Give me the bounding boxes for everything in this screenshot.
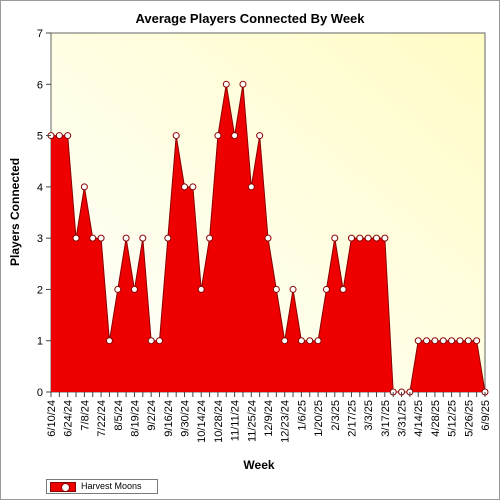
x-tick-label: 8/19/24 (129, 400, 141, 437)
data-point (89, 234, 97, 242)
y-tick-label: 7 (37, 28, 43, 40)
data-point (456, 337, 464, 345)
x-tick-label: 6/9/25 (480, 400, 492, 431)
x-tick-label: 5/26/25 (463, 400, 475, 437)
y-tick-label: 4 (37, 182, 43, 194)
data-point (314, 337, 322, 345)
y-tick-label: 1 (37, 336, 43, 348)
data-point (473, 337, 481, 345)
x-tick-label: 9/16/24 (163, 400, 175, 437)
y-tick-label: 6 (37, 79, 43, 91)
x-tick-label: 6/24/24 (63, 400, 75, 437)
x-tick-label: 1/6/25 (296, 400, 308, 431)
data-point (97, 234, 105, 242)
y-tick-label: 2 (37, 284, 43, 296)
data-point (147, 337, 155, 345)
data-point (439, 337, 447, 345)
data-point (356, 234, 364, 242)
x-tick-label: 2/3/25 (330, 400, 342, 431)
x-tick-label: 10/14/24 (196, 400, 208, 443)
data-point (231, 132, 239, 140)
data-point (156, 337, 163, 345)
y-tick-label: 0 (37, 387, 43, 399)
x-tick-label: 12/9/24 (263, 400, 275, 437)
data-point (264, 234, 272, 242)
data-point (130, 285, 138, 293)
data-point (272, 285, 280, 293)
y-axis-label: Players Connected (8, 158, 22, 266)
data-point (381, 234, 389, 242)
x-tick-label: 4/14/25 (413, 400, 425, 437)
data-point (214, 132, 222, 140)
data-point (222, 80, 230, 88)
data-point (139, 234, 147, 242)
y-tick-label: 3 (37, 233, 43, 245)
data-point (289, 285, 297, 293)
data-point (281, 337, 289, 345)
data-point (64, 132, 72, 140)
data-point (55, 132, 63, 140)
data-point (322, 285, 330, 293)
data-point (448, 337, 456, 345)
legend: Harvest Moons (46, 479, 158, 494)
data-point (423, 337, 431, 345)
x-axis-label: Week (243, 458, 274, 472)
x-tick-label: 8/5/24 (113, 400, 125, 431)
data-point (256, 132, 264, 140)
x-tick-label: 3/17/25 (380, 400, 392, 437)
x-tick-label: 7/22/24 (96, 400, 108, 437)
data-point (172, 132, 180, 140)
x-tick-label: 3/3/25 (363, 400, 375, 431)
data-point (72, 234, 80, 242)
data-point (306, 337, 314, 345)
legend-marker (61, 483, 70, 492)
x-tick-label: 1/20/25 (313, 400, 325, 437)
x-tick-label: 4/28/25 (430, 400, 442, 437)
x-tick-label: 9/2/24 (146, 400, 158, 431)
data-point (347, 234, 355, 242)
data-point (105, 337, 113, 345)
x-tick-label: 10/28/24 (213, 400, 225, 443)
x-tick-label: 11/11/24 (230, 400, 242, 441)
x-axis: 6/10/24 6/24/24 7/8/24 7/22/24 8/5/24 8/19/24… (46, 392, 492, 443)
data-point (114, 285, 122, 293)
data-point (189, 183, 197, 191)
data-point (431, 337, 439, 345)
data-point (414, 337, 422, 345)
x-tick-label: 2/17/25 (346, 400, 358, 437)
y-axis: 0 1 2 3 4 5 6 7 (37, 28, 51, 399)
legend-label: Harvest Moons (81, 481, 142, 491)
x-tick-label: 12/23/24 (280, 400, 292, 443)
data-point (197, 285, 205, 293)
data-point (297, 337, 305, 345)
data-point (164, 234, 172, 242)
x-tick-label: 11/25/24 (246, 400, 258, 442)
data-point (339, 285, 347, 293)
data-point (331, 234, 339, 242)
data-point (80, 183, 88, 191)
data-point (373, 234, 380, 242)
data-point (464, 337, 472, 345)
chart-title: Average Players Connected By Week (135, 11, 365, 26)
data-point (247, 183, 255, 191)
data-point (239, 80, 247, 88)
data-point (181, 183, 189, 191)
x-tick-label: 7/8/24 (79, 400, 91, 431)
x-tick-label: 3/31/25 (397, 400, 409, 437)
x-tick-label: 5/12/25 (447, 400, 459, 437)
y-tick-label: 5 (37, 131, 43, 143)
legend-swatch (50, 482, 76, 492)
marker-layer (47, 80, 489, 396)
data-point (364, 234, 372, 242)
x-tick-label: 6/10/24 (46, 400, 58, 437)
data-point (206, 234, 214, 242)
data-point (122, 234, 130, 242)
x-tick-label: 9/30/24 (180, 400, 192, 437)
